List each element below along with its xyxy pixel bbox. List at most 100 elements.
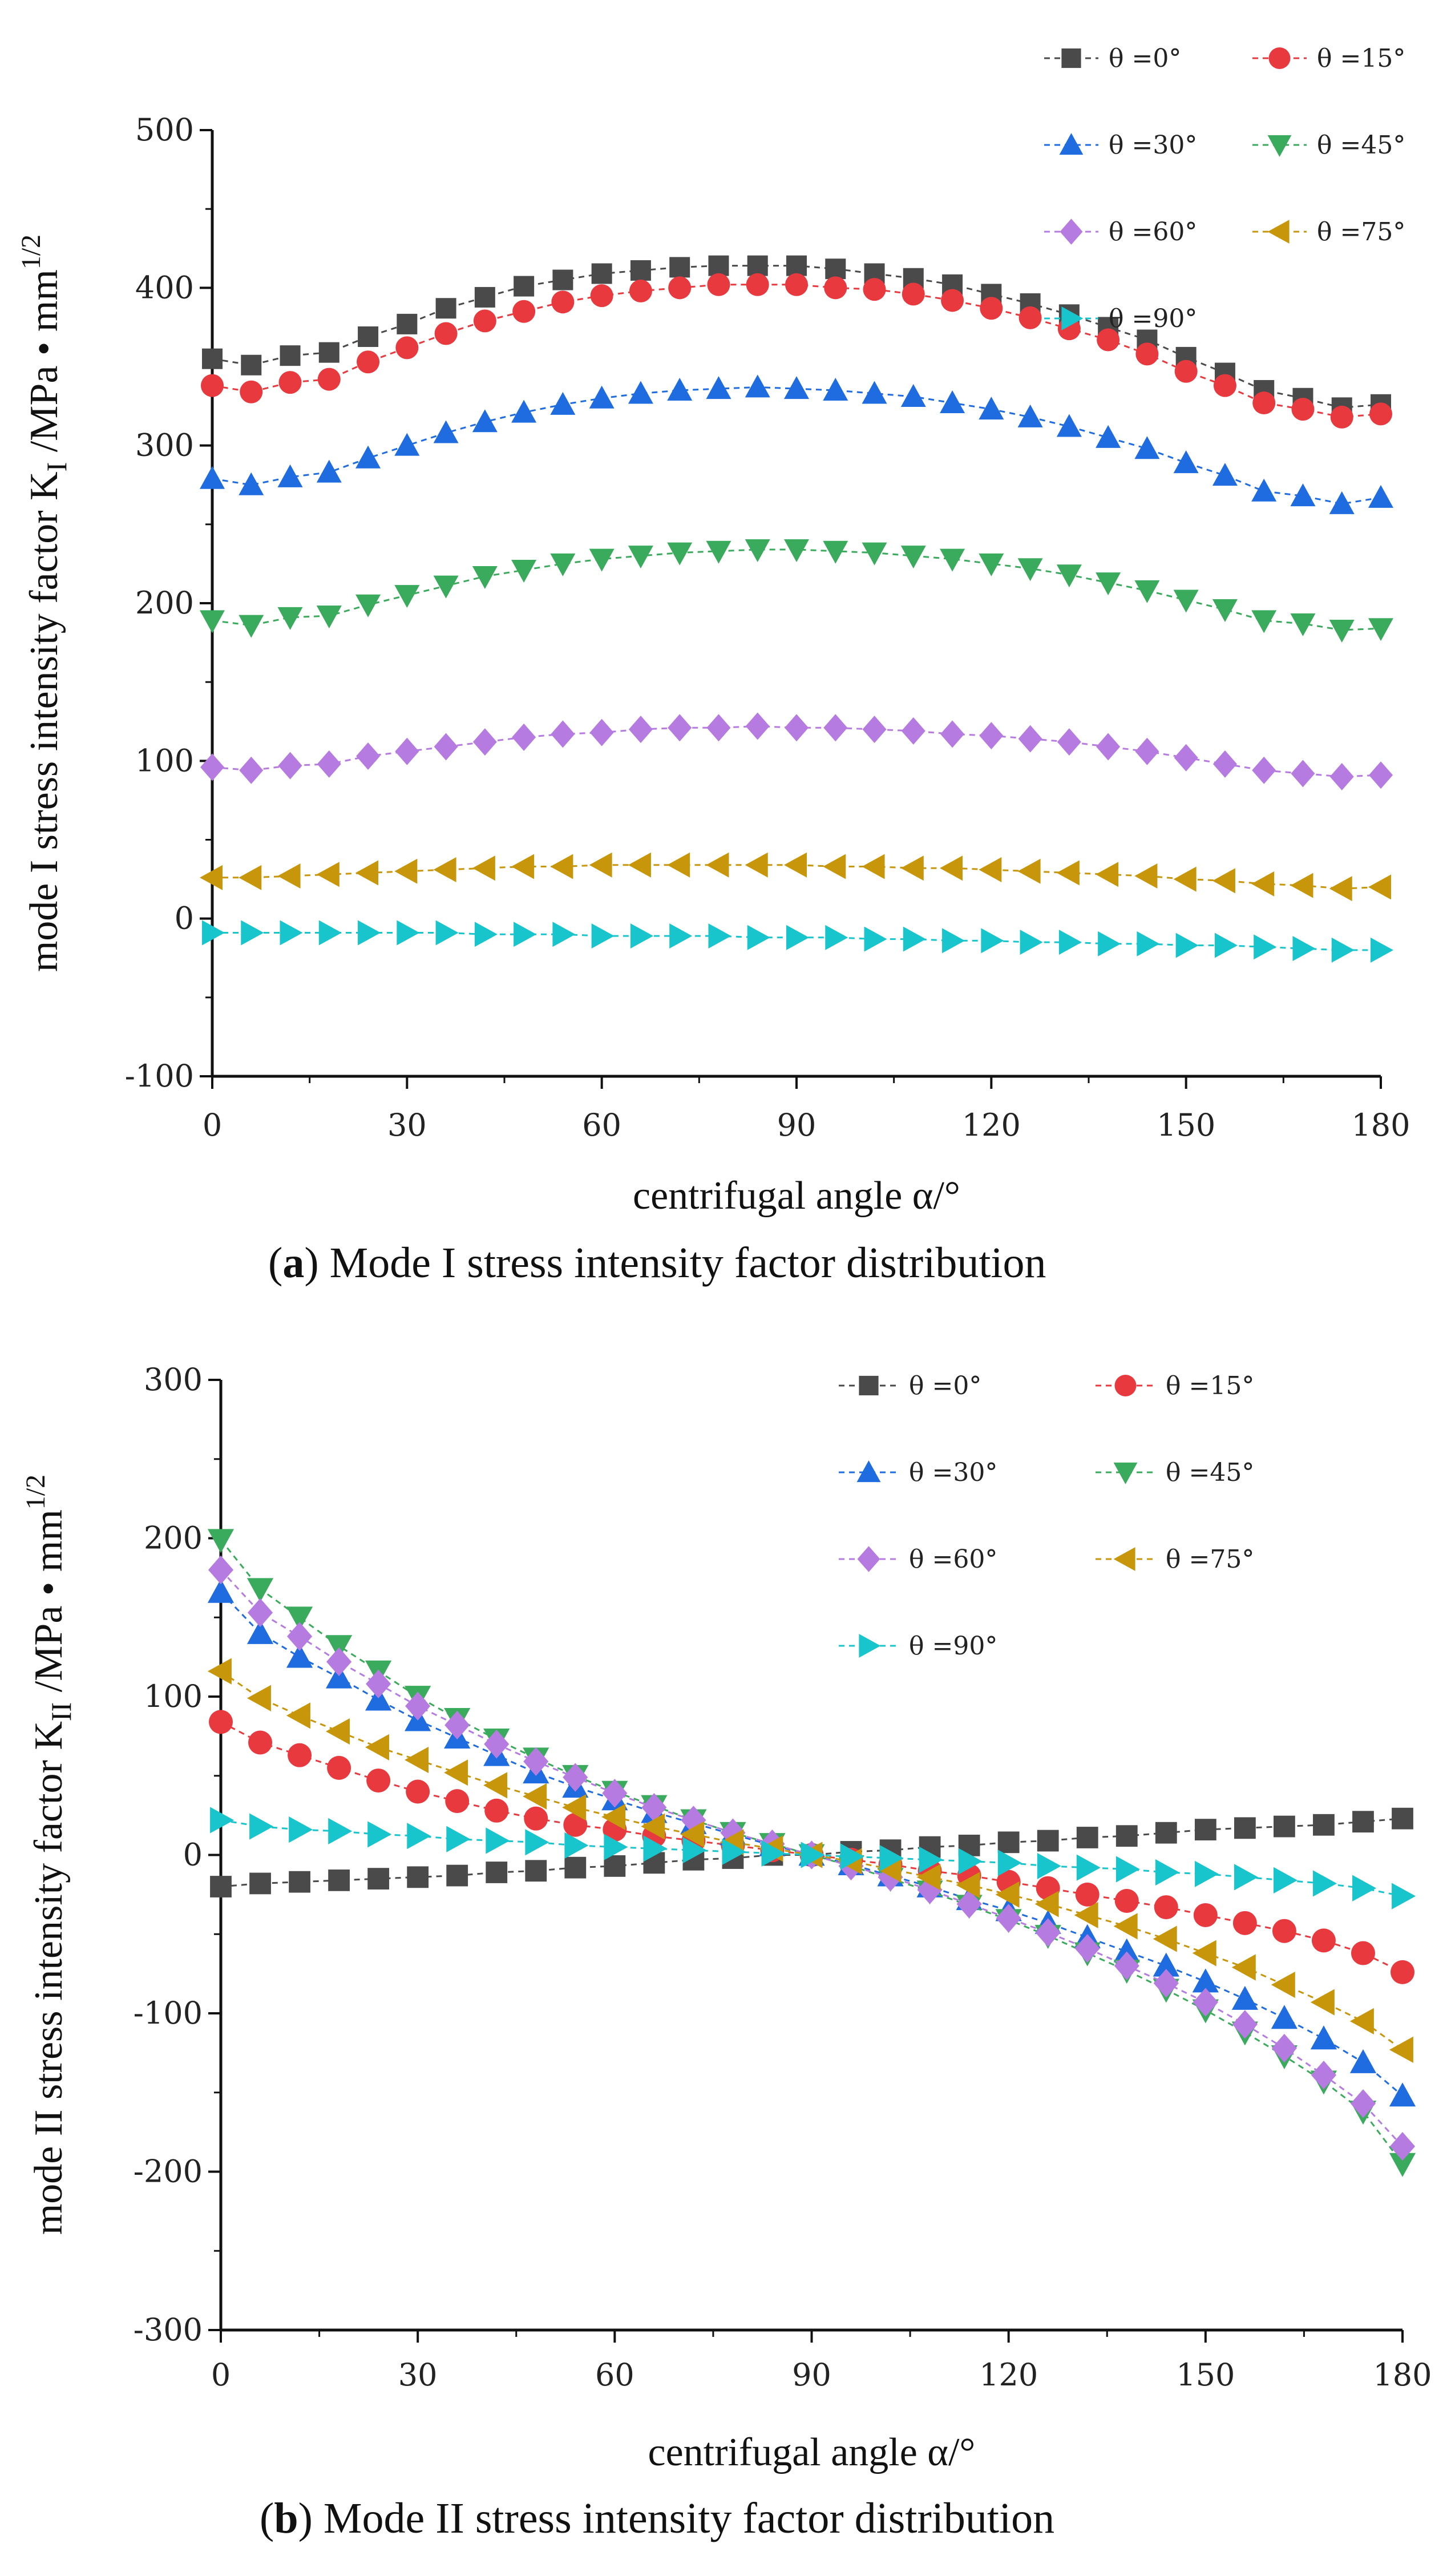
data-point	[200, 610, 225, 633]
y-tick-label: 0	[175, 901, 194, 936]
data-point	[1115, 1856, 1140, 1883]
data-point	[1313, 1870, 1337, 1897]
data-point	[1272, 1919, 1296, 1943]
data-point	[1214, 932, 1238, 958]
data-point	[784, 852, 807, 878]
data-point	[551, 290, 575, 314]
data-point	[1351, 1941, 1375, 1965]
data-point	[1098, 931, 1121, 956]
data-point	[1193, 1903, 1218, 1927]
data-point	[397, 313, 418, 334]
data-point	[1175, 932, 1199, 958]
data-point	[1389, 2082, 1416, 2107]
data-point	[326, 1635, 353, 1660]
y-tick-label: 300	[135, 427, 194, 463]
data-point	[552, 269, 573, 290]
data-point	[979, 553, 1004, 576]
x-axis-title: centrifugal angle α/°	[648, 2430, 976, 2474]
data-point	[286, 1644, 313, 1668]
data-point	[1173, 450, 1199, 474]
data-point	[240, 380, 263, 403]
data-point	[641, 1793, 667, 1822]
data-point	[446, 1864, 468, 1887]
data-point	[434, 733, 458, 761]
data-point	[823, 540, 848, 564]
data-point	[1271, 2005, 1298, 2029]
x-tick-label: 90	[777, 1107, 817, 1143]
data-point	[1291, 760, 1315, 788]
data-point	[628, 546, 653, 569]
chart-panel-b: -300 -200 -100 0 100 200 300 0 30 60 90 120 150 180 ce…	[21, 1362, 1432, 2542]
data-point	[1329, 619, 1355, 643]
data-point	[407, 1823, 431, 1850]
y-tick-label: -100	[125, 1058, 194, 1094]
data-point	[316, 862, 339, 887]
y-title-subscript: I	[41, 462, 72, 472]
y-title-main: mode II stress intensity factor K	[27, 1721, 71, 2235]
y-axis-title: mode I stress intensity factor KI /MPa •…	[16, 235, 72, 972]
data-point	[1329, 762, 1354, 790]
data-point	[564, 1856, 587, 1879]
data-point	[207, 1529, 235, 1553]
data-point	[958, 1848, 983, 1875]
data-point	[1192, 1968, 1219, 1993]
data-point	[550, 391, 576, 415]
series-0	[202, 255, 1391, 418]
data-point	[316, 605, 342, 629]
data-point	[1154, 1895, 1178, 1920]
legend-marker	[1113, 1462, 1138, 1484]
legend-label: θ =75°	[1317, 217, 1405, 247]
x-tick-label: 120	[962, 1107, 1021, 1143]
data-point	[397, 920, 420, 946]
legend-label: θ =30°	[1109, 131, 1197, 160]
legend-marker	[1059, 133, 1084, 155]
data-point	[589, 852, 612, 878]
data-point	[202, 920, 225, 946]
legend-marker	[1267, 220, 1290, 244]
x-tick-label: 0	[203, 1107, 222, 1143]
data-point	[801, 1842, 825, 1868]
x-tick-label: 60	[582, 1107, 621, 1143]
data-point	[1271, 2033, 1297, 2063]
data-point	[1056, 564, 1082, 588]
x-tick-label: 180	[1373, 2357, 1432, 2393]
data-point	[1392, 1883, 1416, 1909]
data-point	[1137, 931, 1160, 956]
series-4	[208, 1555, 1416, 2161]
legend-label: θ =15°	[1166, 1371, 1254, 1400]
data-point	[956, 1889, 982, 1919]
data-point	[246, 1578, 274, 1602]
data-point	[1389, 2153, 1416, 2177]
data-point	[997, 1831, 1020, 1854]
data-point	[1369, 761, 1393, 789]
data-point	[1231, 1954, 1256, 1981]
data-point	[630, 260, 651, 281]
data-point	[1074, 1901, 1098, 1929]
data-point	[1251, 610, 1277, 633]
data-point	[1058, 930, 1082, 955]
data-point	[641, 1813, 665, 1840]
data-point	[1113, 1913, 1138, 1940]
data-point	[246, 1620, 274, 1644]
x-axis-title: centrifugal angle α/°	[633, 1174, 960, 1218]
data-point	[902, 282, 925, 306]
series-1	[201, 273, 1392, 429]
legend-label: θ =90°	[909, 1632, 997, 1661]
data-point	[483, 1772, 508, 1799]
data-point	[941, 289, 964, 312]
data-point	[1251, 478, 1277, 502]
data-point	[979, 722, 1004, 750]
data-point	[1254, 934, 1277, 960]
data-point	[1290, 613, 1316, 636]
data-point	[210, 1807, 235, 1834]
data-point	[784, 539, 809, 563]
data-point	[445, 1789, 470, 1814]
data-point	[355, 594, 381, 617]
data-point	[786, 924, 809, 950]
data-point	[722, 1838, 746, 1866]
data-point	[786, 255, 807, 276]
data-point	[940, 390, 965, 414]
data-point	[207, 1578, 235, 1603]
data-point	[405, 1691, 431, 1721]
data-point	[863, 278, 886, 301]
